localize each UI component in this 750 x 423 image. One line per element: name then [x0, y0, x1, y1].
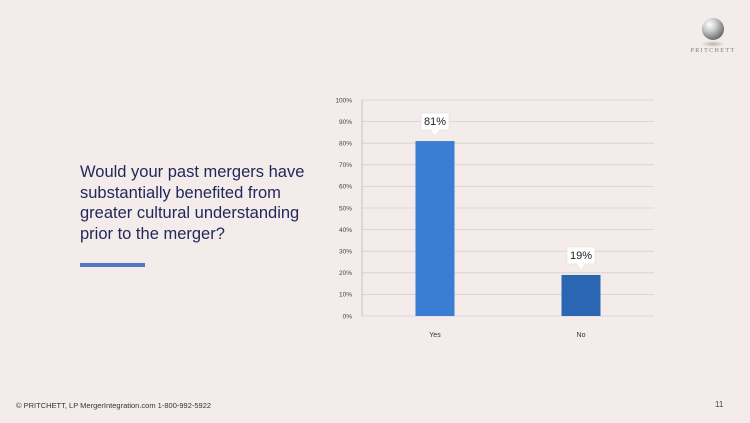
accent-underline [80, 263, 145, 267]
data-label-pointer [431, 129, 439, 136]
logo-wordmark: PRITCHETT [690, 48, 736, 54]
x-category-label: No [577, 332, 586, 339]
data-label: 81% [424, 116, 446, 128]
bar-no [561, 274, 601, 316]
y-tick-label: 80% [339, 141, 352, 148]
bar-chart: 0% 10% 20% 30% 40% 50% 60% 70% 80% 90% 100% 81% Yes 1… [335, 97, 654, 339]
y-tick-label: 100% [335, 97, 352, 104]
y-tick-label: 90% [339, 119, 352, 126]
footer-copyright: © PRITCHETT, LP MergerIntegration.com 1-… [16, 401, 212, 410]
y-tick-label: 50% [339, 205, 352, 212]
y-tick-label: 60% [339, 184, 352, 191]
data-label: 19% [570, 250, 592, 262]
question-text: Would your past mergers have substantial… [80, 163, 305, 243]
y-tick-label: 10% [339, 292, 352, 299]
y-tick-label: 20% [339, 270, 352, 277]
y-tick-label: 70% [339, 162, 352, 169]
data-label-pointer [577, 263, 585, 269]
pritchett-logo-icon [701, 18, 725, 47]
x-category-label: Yes [429, 332, 441, 339]
page-number: 11 [715, 400, 724, 409]
y-tick-label: 40% [339, 227, 352, 234]
y-tick-label: 30% [339, 249, 352, 256]
y-tick-label: 0% [343, 313, 353, 320]
bar-yes [415, 141, 455, 316]
